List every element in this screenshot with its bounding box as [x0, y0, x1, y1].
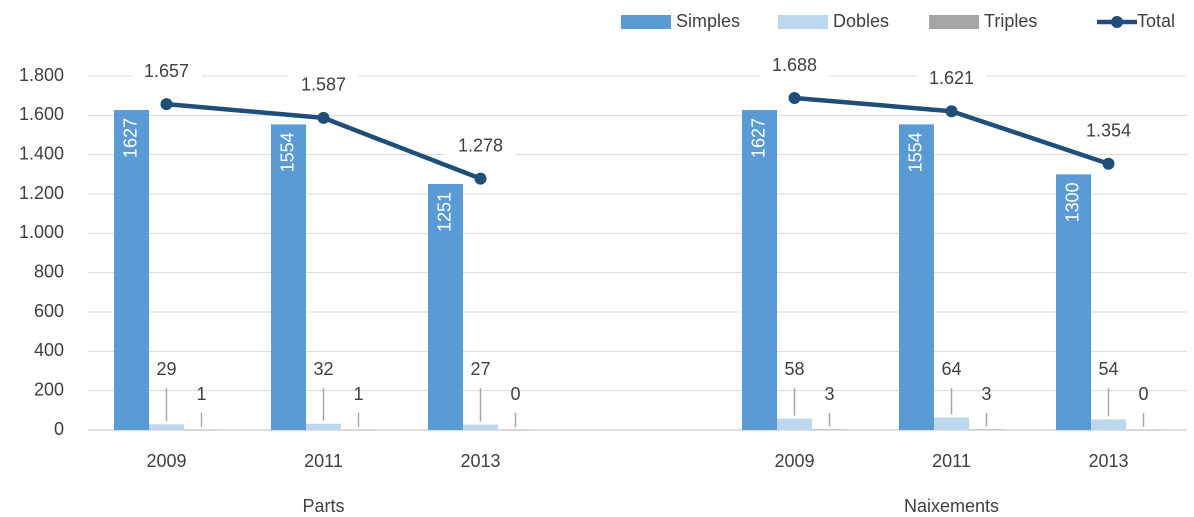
legend-label: Simples [676, 11, 740, 31]
line-marker [474, 172, 487, 185]
line-marker [788, 92, 801, 105]
legend-label: Triples [984, 11, 1037, 31]
bar [812, 429, 847, 430]
bar [969, 429, 1004, 430]
value-label: 1.657 [144, 61, 189, 81]
x-tick-label: 2011 [304, 451, 343, 471]
bar [184, 429, 219, 431]
group-label: Parts [302, 496, 344, 516]
value-label: 1.587 [301, 75, 346, 95]
value-label: 29 [156, 359, 176, 379]
legend-swatch [621, 15, 671, 29]
bar [463, 424, 498, 430]
value-label: 0 [510, 384, 520, 404]
bar [934, 417, 969, 430]
value-label: 1554 [277, 132, 297, 172]
value-label: 3 [824, 384, 834, 404]
y-tick-label: 1.000 [19, 222, 64, 242]
value-label: 64 [941, 359, 961, 379]
line-marker [317, 111, 330, 124]
line-marker [160, 98, 173, 111]
line [166, 95, 1110, 181]
value-label: 54 [1098, 359, 1118, 379]
value-label: 1300 [1062, 182, 1082, 222]
legend-swatch [929, 15, 979, 29]
x-tick-label: 2009 [146, 451, 186, 471]
label-bg [288, 72, 359, 99]
value-label: 1554 [905, 132, 925, 172]
value-label: 3 [981, 384, 991, 404]
value-label: 27 [470, 359, 490, 379]
bar [777, 418, 812, 430]
label-bg [1073, 118, 1144, 145]
bar [306, 423, 341, 430]
y-tick-label: 400 [34, 340, 64, 360]
value-label: 1.278 [458, 135, 503, 155]
legend-label: Dobles [833, 11, 889, 31]
legend-swatch [778, 15, 828, 29]
value-label: 1.354 [1086, 120, 1131, 140]
legend-label: Total [1137, 11, 1175, 31]
bar [498, 430, 533, 431]
label-bg [131, 59, 202, 86]
y-tick-label: 0 [54, 419, 64, 439]
group-label: Naixements [904, 496, 999, 516]
label-bg [759, 53, 830, 80]
label-bg [445, 133, 516, 160]
bar [149, 424, 184, 430]
bar [271, 124, 306, 430]
bar [428, 183, 463, 430]
y-tick-label: 1.800 [19, 65, 64, 85]
value-label: 32 [313, 359, 333, 379]
y-tick-label: 800 [34, 261, 64, 281]
bar [1056, 174, 1091, 430]
x-tick-label: 2011 [932, 451, 971, 471]
y-tick-label: 1.200 [19, 183, 64, 203]
value-label: 0 [1138, 384, 1148, 404]
label-bg [916, 66, 987, 93]
y-tick-label: 200 [34, 379, 64, 399]
value-label: 1251 [434, 192, 454, 232]
value-label: 1.621 [929, 68, 974, 88]
bar [742, 110, 777, 431]
x-tick-label: 2009 [774, 451, 814, 471]
value-label: 1.688 [772, 55, 817, 75]
x-tick-label: 2013 [1088, 451, 1128, 471]
bar [1091, 419, 1126, 430]
bar [1126, 430, 1161, 431]
value-label: 1 [353, 384, 363, 404]
y-tick-label: 600 [34, 301, 64, 321]
y-tick-label: 1.400 [19, 143, 64, 163]
line-marker [1102, 157, 1115, 170]
x-tick-label: 2013 [460, 451, 500, 471]
legend-marker [1111, 16, 1123, 28]
y-tick-label: 1.600 [19, 104, 64, 124]
bar [114, 110, 149, 431]
bar [899, 124, 934, 430]
value-label: 1627 [120, 118, 140, 158]
value-label: 1627 [748, 118, 768, 158]
line-marker [945, 105, 958, 118]
bar [341, 429, 376, 431]
value-label: 1 [196, 384, 206, 404]
value-label: 58 [784, 359, 804, 379]
